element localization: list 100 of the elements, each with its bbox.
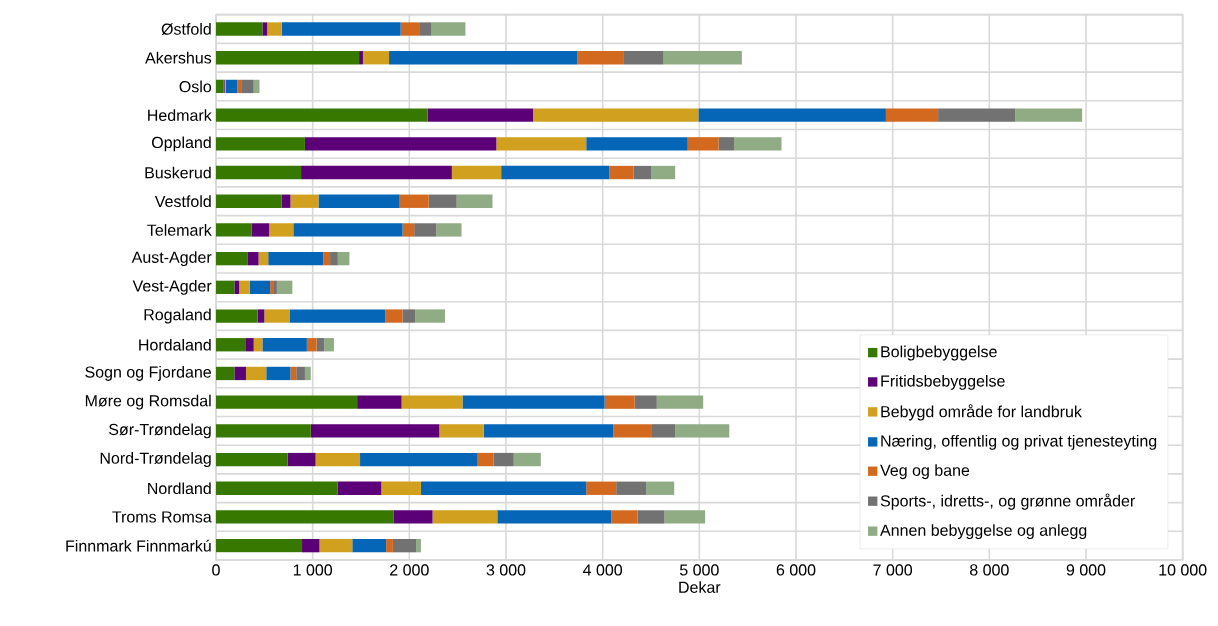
bar — [651, 424, 676, 438]
bar — [249, 280, 271, 295]
bar — [501, 165, 610, 180]
bar — [386, 538, 393, 553]
bar — [216, 22, 263, 36]
bar — [258, 251, 269, 266]
bar — [306, 338, 317, 352]
bar — [637, 510, 665, 524]
x-tick-label: 7 000 — [873, 564, 913, 576]
bar — [216, 424, 311, 438]
bar — [734, 137, 782, 151]
bar — [656, 395, 704, 409]
bar — [687, 137, 719, 151]
bar — [427, 108, 534, 122]
x-tick-label: 10 000 — [1159, 564, 1207, 576]
bar — [337, 251, 350, 266]
bar — [216, 510, 394, 524]
bar — [323, 251, 331, 266]
bar — [289, 309, 386, 323]
bar — [318, 194, 400, 208]
bar — [319, 538, 353, 553]
bar — [237, 79, 242, 94]
y-tick-label: Aust-Agder — [131, 251, 212, 267]
bar — [938, 108, 1016, 122]
bar — [290, 194, 319, 208]
bar — [264, 309, 290, 323]
bar — [330, 251, 338, 266]
x-tick-label: 0 — [212, 564, 220, 576]
bar — [431, 22, 466, 36]
bar — [420, 481, 587, 495]
bar — [416, 538, 421, 553]
bar — [245, 366, 267, 381]
bar — [216, 137, 305, 151]
bar — [234, 280, 240, 295]
bar — [216, 481, 338, 495]
bar — [414, 223, 437, 237]
bar — [304, 137, 497, 151]
x-tick-label: 1 000 — [293, 564, 333, 576]
legend-label: Boligbebyggelse — [881, 345, 997, 361]
bar — [663, 51, 742, 65]
bar — [493, 452, 514, 467]
bar — [651, 165, 676, 180]
bar — [402, 309, 416, 323]
legend-label: Bebygd område for landbruk — [881, 404, 1082, 421]
bar — [251, 223, 270, 237]
bar — [216, 79, 224, 94]
bar — [392, 538, 417, 553]
bar — [324, 338, 334, 352]
bar — [400, 22, 420, 36]
bar — [216, 223, 252, 237]
bar — [253, 79, 260, 94]
bar — [287, 452, 316, 467]
bar — [718, 137, 735, 151]
bar — [646, 481, 675, 495]
bar — [401, 395, 463, 409]
bar — [216, 338, 246, 352]
bar — [634, 395, 657, 409]
bar — [664, 510, 706, 524]
bar — [1015, 108, 1083, 122]
y-tick-label: Sør-Trøndelag — [109, 423, 211, 439]
bar — [216, 251, 248, 266]
bar — [269, 223, 294, 237]
bar — [245, 338, 254, 352]
bar — [276, 280, 293, 295]
legend-label: Veg og bane — [880, 464, 970, 480]
y-tick-label: Hedmark — [148, 109, 212, 121]
bar — [216, 366, 235, 381]
bar — [216, 165, 302, 180]
bar — [270, 280, 274, 295]
bar — [247, 251, 259, 266]
bar — [281, 22, 401, 36]
bar — [281, 194, 291, 208]
bar — [428, 194, 457, 208]
bar — [362, 51, 390, 65]
bar — [301, 165, 452, 180]
bar — [262, 338, 307, 352]
x-tick-label: 6 000 — [776, 564, 816, 576]
bar — [234, 366, 246, 381]
bar — [462, 395, 605, 409]
bar — [357, 395, 402, 409]
x-tick-label: 9 000 — [1066, 564, 1106, 576]
bar — [616, 481, 647, 495]
bar — [315, 452, 361, 467]
bar — [439, 424, 484, 438]
bar — [274, 280, 277, 295]
y-tick-label: Oppland — [152, 136, 211, 152]
bar — [483, 424, 614, 438]
bar — [241, 79, 254, 94]
bar — [360, 452, 478, 467]
x-tick-label: 2 000 — [390, 564, 429, 576]
y-tick-label: Nordland — [148, 482, 211, 495]
bar — [310, 424, 440, 438]
bar — [675, 424, 730, 438]
x-axis-title: Dekar — [679, 581, 721, 593]
bar — [611, 510, 638, 524]
bar — [216, 538, 303, 553]
bar — [613, 424, 652, 438]
bar — [216, 194, 282, 208]
legend-label: Annen bebyggelse og anlegg — [880, 524, 1087, 540]
y-tick-label: Vestfold — [154, 195, 211, 208]
